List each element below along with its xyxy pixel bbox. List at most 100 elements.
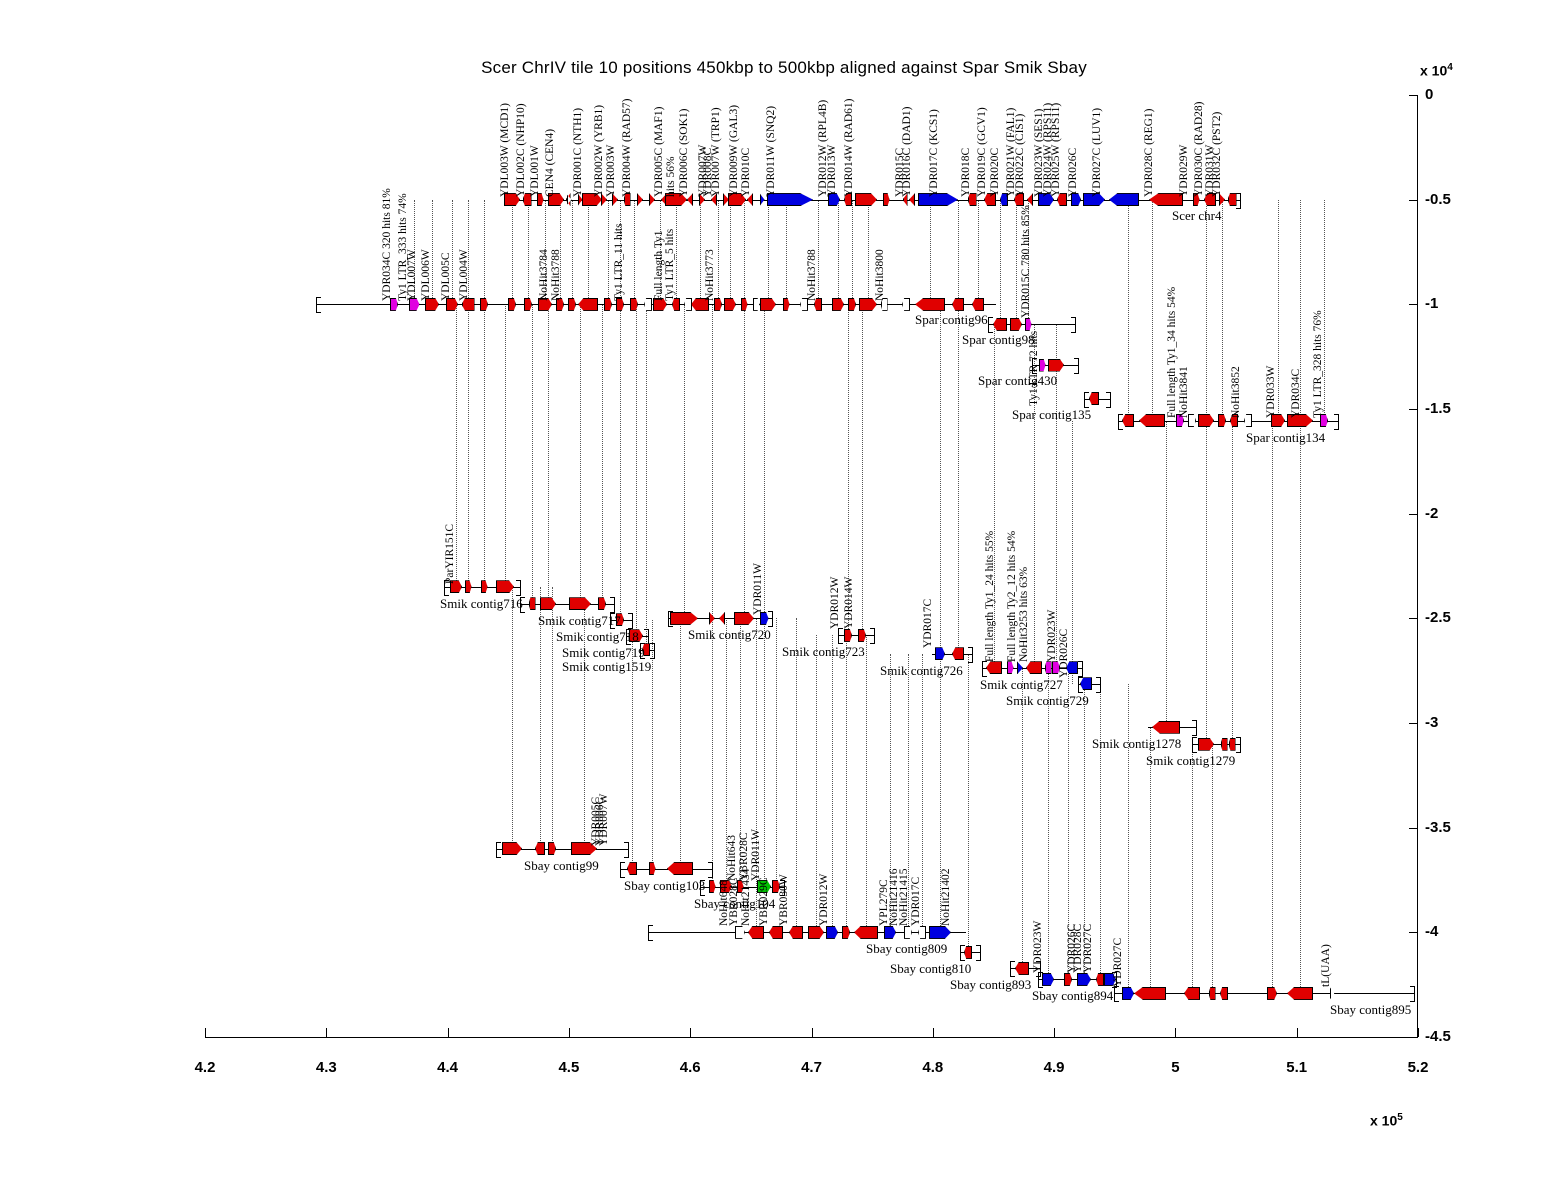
gene-arrow[interactable] — [993, 317, 1007, 331]
gene-arrow[interactable] — [1184, 986, 1200, 1000]
gene-arrow[interactable] — [461, 297, 475, 311]
gene-arrow[interactable] — [1320, 414, 1328, 427]
gene-arrow[interactable] — [556, 297, 564, 311]
gene-arrow[interactable] — [1244, 414, 1252, 427]
gene-arrow[interactable] — [986, 661, 1002, 675]
gene-arrow[interactable] — [720, 880, 732, 894]
gene-arrow[interactable] — [814, 297, 822, 311]
gene-arrow[interactable] — [759, 611, 769, 625]
gene-arrow[interactable] — [480, 297, 488, 311]
gene-arrow[interactable] — [1287, 414, 1313, 427]
gene-arrow[interactable] — [604, 297, 612, 311]
gene-arrow[interactable] — [1052, 661, 1060, 675]
gene-arrow[interactable] — [828, 193, 840, 207]
gene-arrow[interactable] — [578, 297, 598, 311]
gene-arrow[interactable] — [964, 945, 972, 959]
gene-arrow[interactable] — [882, 193, 890, 207]
gene-arrow[interactable] — [1218, 414, 1226, 427]
gene-arrow[interactable] — [1042, 972, 1054, 986]
gene-arrow[interactable] — [1329, 986, 1335, 1000]
gene-arrow[interactable] — [844, 193, 852, 207]
gene-arrow[interactable] — [672, 297, 680, 311]
gene-arrow[interactable] — [880, 297, 888, 311]
gene-arrow[interactable] — [496, 580, 514, 594]
gene-arrow[interactable] — [1198, 737, 1214, 751]
gene-arrow[interactable] — [1149, 193, 1183, 207]
gene-arrow[interactable] — [935, 647, 945, 661]
gene-arrow[interactable] — [1038, 193, 1054, 207]
gene-arrow[interactable] — [915, 297, 945, 311]
gene-arrow[interactable] — [752, 297, 760, 311]
gene-arrow[interactable] — [844, 628, 852, 642]
gene-arrow[interactable] — [1026, 661, 1042, 675]
gene-arrow[interactable] — [616, 297, 624, 311]
gene-arrow[interactable] — [952, 297, 964, 311]
gene-arrow[interactable] — [616, 613, 624, 627]
gene-arrow[interactable] — [464, 580, 472, 594]
gene-arrow[interactable] — [480, 580, 488, 594]
gene-arrow[interactable] — [1057, 193, 1067, 207]
gene-arrow[interactable] — [691, 297, 709, 311]
gene-arrow[interactable] — [789, 925, 803, 939]
gene-arrow[interactable] — [1080, 677, 1092, 691]
gene-arrow[interactable] — [1139, 414, 1165, 427]
gene-arrow[interactable] — [1066, 661, 1078, 675]
gene-arrow[interactable] — [538, 297, 552, 311]
gene-arrow[interactable] — [767, 193, 813, 207]
gene-arrow[interactable] — [1220, 737, 1228, 751]
gene-arrow[interactable] — [918, 925, 926, 939]
gene-arrow[interactable] — [627, 862, 637, 876]
gene-arrow[interactable] — [854, 925, 878, 939]
gene-arrow[interactable] — [734, 611, 754, 625]
gene-arrow[interactable] — [1006, 661, 1014, 675]
gene-arrow[interactable] — [1220, 986, 1228, 1000]
gene-arrow[interactable] — [728, 193, 746, 207]
gene-arrow[interactable] — [772, 880, 780, 894]
gene-arrow[interactable] — [1071, 193, 1081, 207]
gene-arrow[interactable] — [524, 297, 532, 311]
gene-arrow[interactable] — [759, 193, 765, 207]
gene-arrow[interactable] — [670, 611, 698, 625]
gene-arrow[interactable] — [1024, 317, 1032, 331]
gene-arrow[interactable] — [740, 297, 748, 311]
gene-arrow[interactable] — [1208, 986, 1216, 1000]
gene-arrow[interactable] — [644, 297, 652, 311]
gene-arrow[interactable] — [569, 597, 591, 611]
gene-arrow[interactable] — [665, 193, 687, 207]
gene-arrow[interactable] — [568, 297, 576, 311]
gene-arrow[interactable] — [855, 193, 877, 207]
gene-arrow[interactable] — [390, 297, 398, 311]
gene-arrow[interactable] — [1204, 193, 1216, 207]
gene-arrow[interactable] — [1000, 193, 1008, 207]
gene-arrow[interactable] — [714, 297, 722, 311]
gene-arrow[interactable] — [1096, 972, 1104, 986]
gene-arrow[interactable] — [667, 862, 693, 876]
gene-arrow[interactable] — [450, 580, 462, 594]
gene-arrow[interactable] — [760, 297, 776, 311]
gene-arrow[interactable] — [719, 611, 725, 625]
gene-arrow[interactable] — [724, 297, 736, 311]
gene-arrow[interactable] — [1134, 986, 1166, 1000]
gene-arrow[interactable] — [637, 193, 643, 207]
gene-arrow[interactable] — [929, 925, 951, 939]
gene-arrow[interactable] — [648, 862, 656, 876]
gene-arrow[interactable] — [1267, 986, 1277, 1000]
gene-arrow[interactable] — [629, 629, 643, 643]
gene-arrow[interactable] — [446, 297, 458, 311]
gene-arrow[interactable] — [859, 297, 877, 311]
gene-arrow[interactable] — [952, 647, 964, 661]
gene-arrow[interactable] — [826, 925, 838, 939]
gene-arrow[interactable] — [1192, 193, 1200, 207]
gene-arrow[interactable] — [1038, 358, 1046, 372]
gene-arrow[interactable] — [1044, 661, 1052, 675]
gene-arrow[interactable] — [623, 193, 631, 207]
gene-arrow[interactable] — [1176, 414, 1184, 427]
gene-arrow[interactable] — [782, 297, 790, 311]
gene-arrow[interactable] — [1122, 986, 1134, 1000]
gene-arrow[interactable] — [1227, 193, 1237, 207]
gene-arrow[interactable] — [408, 297, 420, 311]
gene-arrow[interactable] — [1064, 972, 1072, 986]
gene-arrow[interactable] — [1015, 961, 1029, 975]
gene-arrow[interactable] — [630, 297, 638, 311]
gene-arrow[interactable] — [684, 297, 692, 311]
